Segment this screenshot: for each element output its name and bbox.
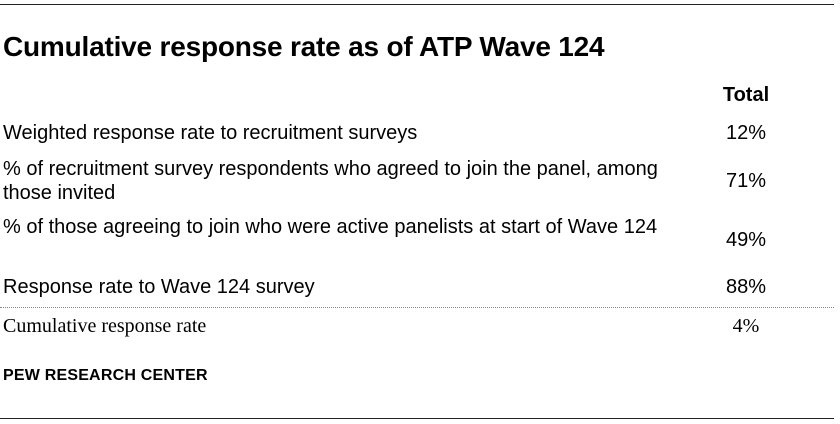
row-label: Response rate to Wave 124 survey (3, 276, 315, 298)
divider-dotted (0, 307, 834, 308)
row-value: 49% (725, 229, 767, 251)
row-value: 12% (725, 122, 767, 144)
row-label: % of recruitment survey respondents who … (3, 158, 658, 204)
row-value: 88% (725, 276, 767, 298)
row-value: 71% (725, 170, 767, 192)
row-label: Weighted response rate to recruitment su… (3, 122, 418, 144)
table-title: Cumulative response rate as of ATP Wave … (3, 31, 605, 62)
top-rule (0, 4, 834, 5)
column-header-total: Total (722, 84, 770, 106)
row-label: % of those agreeing to join who were act… (3, 216, 658, 238)
row-value-cumulative: 4% (732, 315, 760, 337)
source-credit: PEW RESEARCH CENTER (3, 367, 208, 384)
row-label-cumulative: Cumulative response rate (3, 315, 207, 337)
bottom-rule (0, 418, 834, 419)
